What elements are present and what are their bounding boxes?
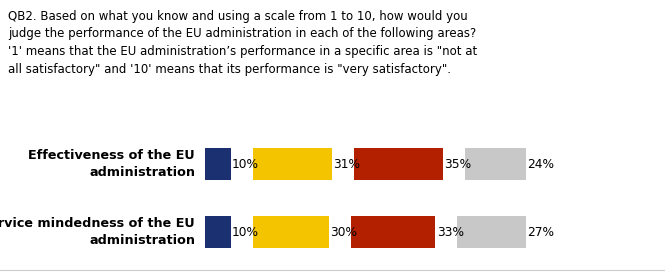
Bar xyxy=(465,148,526,180)
Bar xyxy=(457,216,526,248)
Bar xyxy=(354,148,443,180)
Bar xyxy=(205,148,231,180)
Bar xyxy=(253,216,329,248)
Text: 31%: 31% xyxy=(333,157,360,171)
Text: QB2. Based on what you know and using a scale from 1 to 10, how would you
judge : QB2. Based on what you know and using a … xyxy=(8,10,477,76)
Text: 27%: 27% xyxy=(527,225,555,239)
Text: Service mindedness of the EU
administration: Service mindedness of the EU administrat… xyxy=(0,217,195,247)
Text: 10%: 10% xyxy=(232,157,259,171)
Bar xyxy=(351,216,435,248)
Text: 35%: 35% xyxy=(444,157,471,171)
Text: 30%: 30% xyxy=(331,225,358,239)
Bar xyxy=(205,216,231,248)
Text: 33%: 33% xyxy=(437,225,464,239)
Bar xyxy=(253,148,332,180)
Text: 10%: 10% xyxy=(232,225,259,239)
Text: 24%: 24% xyxy=(527,157,555,171)
Text: Effectiveness of the EU
administration: Effectiveness of the EU administration xyxy=(29,149,195,179)
